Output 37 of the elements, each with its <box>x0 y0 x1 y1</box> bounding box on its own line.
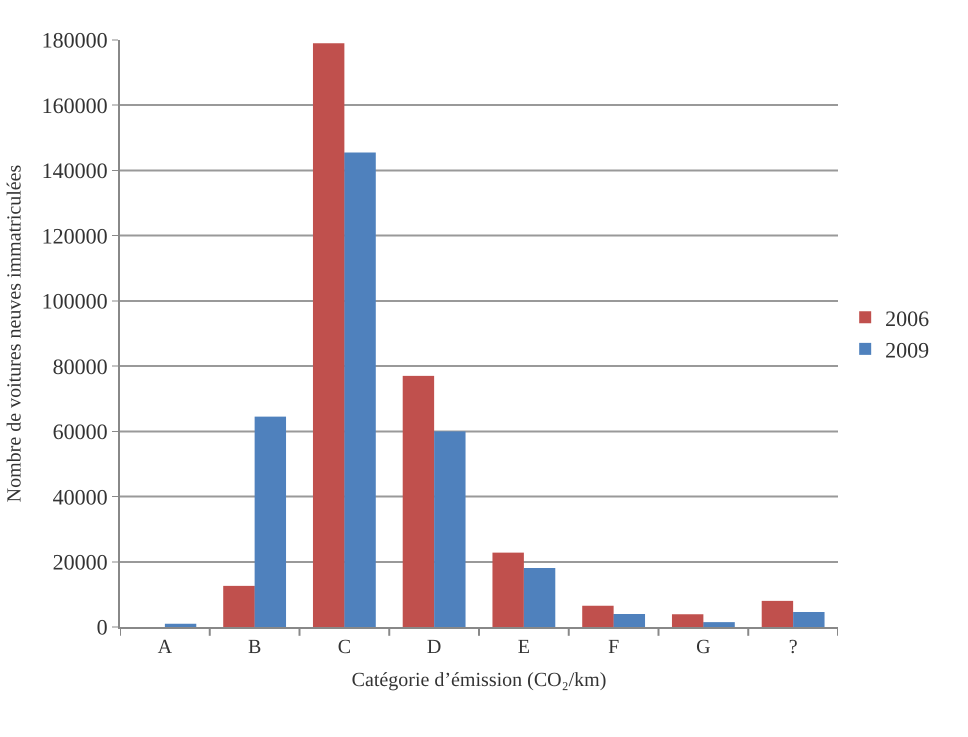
bar <box>762 600 794 627</box>
x-tick-label: B <box>248 636 262 658</box>
bar <box>703 622 735 627</box>
bar <box>344 152 376 627</box>
x-tick-label: F <box>608 636 620 658</box>
bar <box>223 586 255 627</box>
bar <box>492 552 524 627</box>
x-tick-label: ? <box>788 636 798 658</box>
bar <box>434 431 466 627</box>
y-tick-label: 20000 <box>52 549 108 574</box>
x-tick-label: A <box>158 636 173 658</box>
bar <box>164 624 196 627</box>
bar <box>793 612 825 627</box>
x-tick-label: C <box>338 636 352 658</box>
x-axis-title: Catégorie d’émission (CO₂/km) <box>352 669 606 691</box>
legend-label: 2009 <box>885 337 930 362</box>
y-tick-label: 0 <box>96 614 108 640</box>
bar <box>312 43 344 627</box>
x-tick-label: G <box>696 636 711 658</box>
y-tick-label: 160000 <box>42 92 108 118</box>
bar <box>582 606 614 627</box>
y-tick-label: 40000 <box>52 484 108 510</box>
bar <box>672 614 704 627</box>
y-tick-label: 100000 <box>42 288 108 314</box>
y-tick-label: 60000 <box>52 419 108 444</box>
bar <box>402 376 434 627</box>
y-tick-label: 140000 <box>42 158 108 184</box>
y-tick-label: 180000 <box>42 28 108 53</box>
y-axis-title: Nombre de voitures neuves immatriculées <box>4 164 26 502</box>
legend-label: 2006 <box>885 306 930 331</box>
bar <box>614 614 646 627</box>
x-tick-label: D <box>426 636 442 658</box>
bar <box>254 416 286 627</box>
x-tick-label: E <box>518 636 530 658</box>
y-tick-label: 80000 <box>52 354 108 379</box>
y-tick-label: 120000 <box>42 223 108 248</box>
bar <box>524 568 556 627</box>
